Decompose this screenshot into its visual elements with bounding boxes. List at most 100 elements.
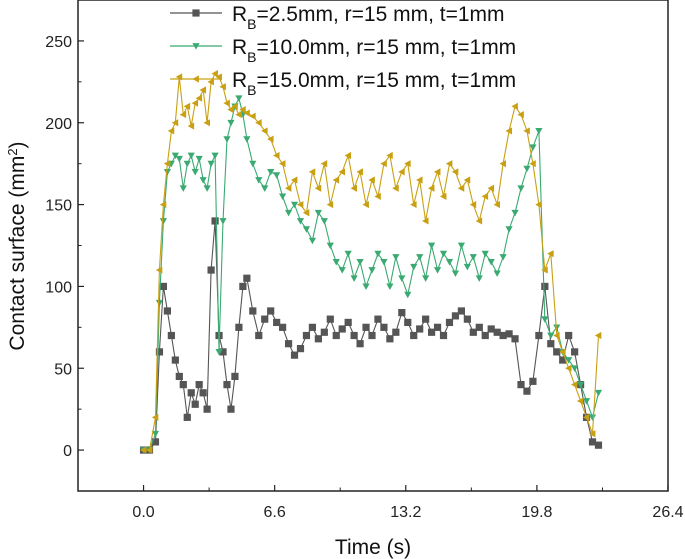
data-point [487, 258, 495, 266]
data-point [451, 168, 459, 176]
data-point [594, 389, 603, 397]
data-point [541, 266, 548, 274]
data-point [171, 119, 179, 127]
data-point [215, 349, 223, 356]
data-point [499, 331, 507, 340]
legend-label: RB=10.0mm, r=15 mm, t=1mm [232, 36, 516, 65]
data-point [404, 318, 412, 327]
data-point [267, 135, 274, 143]
data-point [163, 160, 171, 168]
data-point [308, 237, 317, 245]
data-point [469, 328, 477, 336]
data-point [594, 331, 602, 340]
data-point [553, 331, 560, 340]
data-point [553, 348, 561, 356]
data-point [308, 323, 317, 331]
data-point [223, 99, 230, 107]
legend-label-rest: =2.5mm, r=15 mm, t=1mm [257, 3, 505, 26]
legend-label: RB=15.0mm, r=15 mm, t=1mm [232, 69, 516, 98]
legend-label-sub: B [247, 82, 256, 98]
data-point [505, 330, 513, 338]
data-point [159, 200, 167, 209]
data-point [380, 160, 387, 168]
data-point [338, 168, 346, 176]
data-point [547, 332, 555, 340]
data-point [261, 315, 269, 323]
data-point [155, 299, 164, 307]
legend-item-3: RB=15.0mm, r=15 mm, t=1mm [170, 69, 516, 98]
data-point [227, 119, 235, 127]
data-point [439, 250, 448, 258]
data-point [320, 218, 328, 225]
data-point [493, 200, 501, 209]
data-point [398, 309, 406, 317]
data-point [279, 193, 287, 200]
data-point [151, 430, 160, 438]
data-point [404, 160, 411, 168]
data-point [320, 328, 328, 336]
data-point [362, 200, 369, 209]
data-point [155, 348, 164, 356]
legend-label-main: R [232, 36, 247, 59]
data-point [559, 356, 567, 364]
data-point [386, 335, 394, 343]
data-point [239, 106, 246, 114]
data-point [475, 217, 483, 225]
data-point [171, 152, 179, 160]
data-point [410, 200, 417, 209]
data-point [211, 70, 218, 78]
data-point [235, 323, 243, 331]
legend-marker [192, 75, 199, 83]
data-point [463, 315, 471, 323]
data-point [493, 270, 501, 277]
data-point [290, 176, 298, 184]
data-point [374, 192, 381, 200]
data-point [439, 331, 448, 340]
data-point [475, 275, 483, 282]
data-point [155, 266, 163, 274]
data-point [261, 127, 268, 135]
data-point [511, 209, 519, 217]
data-point [243, 109, 250, 117]
data-point [594, 441, 603, 449]
data-point [541, 282, 549, 291]
data-point [469, 254, 477, 261]
data-point [493, 328, 501, 336]
data-point [428, 328, 436, 336]
data-point [314, 184, 322, 192]
data-point [445, 318, 454, 327]
data-point [231, 372, 239, 381]
data-point [191, 400, 199, 408]
data-point [332, 176, 340, 184]
data-point [239, 282, 247, 291]
data-point [571, 348, 579, 356]
data-point [481, 331, 489, 340]
data-point [308, 168, 316, 176]
data-point [223, 381, 231, 389]
data-point [267, 307, 275, 315]
data-point [350, 331, 358, 340]
data-point [422, 217, 429, 225]
data-point [187, 152, 195, 160]
data-point [187, 122, 195, 130]
data-point [139, 446, 147, 454]
data-point [296, 200, 304, 209]
data-point [571, 365, 579, 372]
data-point [463, 176, 471, 184]
data-point [535, 200, 542, 209]
data-point [183, 102, 191, 110]
data-point [517, 110, 524, 119]
series-2 [139, 95, 603, 454]
data-point [523, 165, 531, 173]
x-tick-label: 13.2 [390, 504, 421, 521]
data-point [261, 185, 269, 192]
data-point [243, 274, 251, 282]
data-point [559, 348, 566, 356]
data-point [433, 267, 442, 274]
data-point [511, 335, 519, 343]
data-point [463, 263, 471, 271]
data-point [457, 307, 466, 315]
y-axis-title-close: ) [6, 141, 29, 148]
x-tick-label: 0.0 [132, 504, 154, 521]
data-point [219, 83, 226, 91]
